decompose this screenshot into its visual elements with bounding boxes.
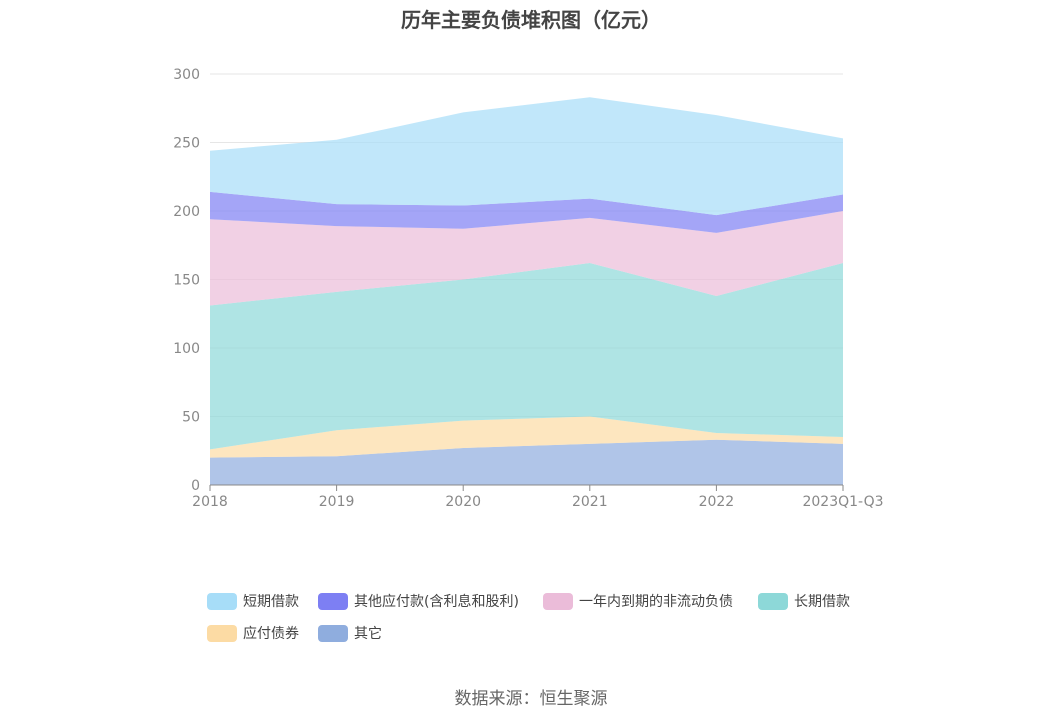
legend-label: 其他应付款(含利息和股利) <box>354 594 519 610</box>
legend-label: 其它 <box>354 626 382 642</box>
x-tick-label: 2020 <box>445 494 481 510</box>
series-area <box>210 97 843 216</box>
data-source: 数据来源：恒生聚源 <box>454 689 608 709</box>
series-area <box>210 263 843 450</box>
series-area <box>210 439 843 485</box>
y-tick-label: 0 <box>191 478 200 494</box>
axes: 0 50 100 150 200 250 300 2018 2019 2020 2021 2022 20… <box>173 67 883 510</box>
x-tick-label: 2021 <box>572 494 608 510</box>
legend-item-current-noncurrent-liabilities[interactable]: 一年内到期的非流动负债 <box>543 591 733 611</box>
legend-swatch <box>318 624 348 642</box>
y-tick-label: 200 <box>173 204 200 220</box>
y-tick-label: 100 <box>173 341 200 357</box>
legend-label: 一年内到期的非流动负债 <box>579 594 733 610</box>
legend-swatch <box>318 592 348 610</box>
legend-item-bonds-payable[interactable]: 应付债券 <box>207 623 299 643</box>
legend-swatch <box>543 592 573 610</box>
legend-item-long-term-loans[interactable]: 长期借款 <box>758 591 850 611</box>
legend-label: 长期借款 <box>794 594 850 610</box>
legend-swatch <box>207 624 237 642</box>
legend-item-other[interactable]: 其它 <box>318 623 382 643</box>
chart-title: 历年主要负债堆积图（亿元） <box>401 8 661 32</box>
legend-item-short-term-loans[interactable]: 短期借款 <box>207 591 299 611</box>
series-area <box>210 211 843 306</box>
x-tick-label: 2023Q1-Q3 <box>802 494 883 510</box>
x-tick-label: 2018 <box>192 494 228 510</box>
legend-label: 短期借款 <box>243 594 299 610</box>
x-tick-label: 2019 <box>319 494 355 510</box>
x-tick-label: 2022 <box>699 494 735 510</box>
legend-item-other-payables[interactable]: 其他应付款(含利息和股利) <box>318 591 519 611</box>
y-tick-label: 50 <box>182 410 200 426</box>
y-tick-label: 250 <box>173 136 200 152</box>
area-series <box>210 97 843 485</box>
y-tick-label: 150 <box>173 273 200 289</box>
series-area <box>210 416 843 458</box>
legend-swatch <box>758 592 788 610</box>
y-tick-label: 300 <box>173 67 200 83</box>
legend-label: 应付债券 <box>243 626 299 642</box>
series-area <box>210 191 843 233</box>
legend-swatch <box>207 592 237 610</box>
